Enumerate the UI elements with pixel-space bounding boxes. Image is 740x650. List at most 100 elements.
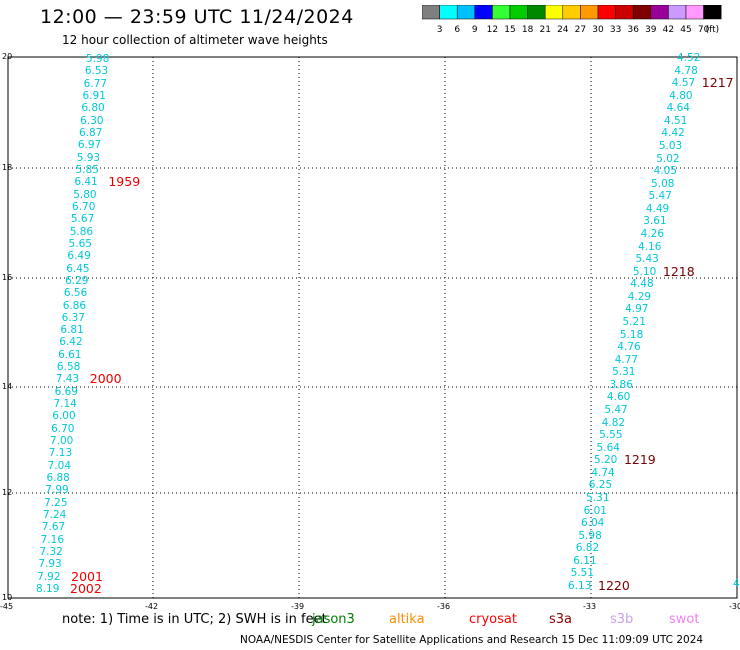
colorbar-label: 45 <box>680 25 691 35</box>
wave-height-label-edge: 4 <box>733 578 740 590</box>
wave-height-label: 7.13 <box>48 447 73 460</box>
wave-height-label: 6.13 <box>568 580 592 592</box>
satellite-legend-jason3: jason3 <box>312 612 355 627</box>
wave-height-label: 5.47 <box>604 404 628 416</box>
wave-height-label: 7.92 <box>37 570 61 583</box>
colorbar-label: 9 <box>472 25 478 35</box>
x-tick-label: -36 <box>437 602 451 611</box>
y-tick-label: 10 <box>2 593 13 602</box>
wave-height-label: 5.08 <box>651 177 675 190</box>
satellite-legend-swot: swot <box>669 612 700 627</box>
wave-height-label: 6.30 <box>80 114 104 127</box>
map-frame <box>7 56 738 599</box>
wave-height-label: 3.86 <box>609 378 633 391</box>
wave-height-label: 4.57 <box>671 77 696 90</box>
colorbar-label: 18 <box>522 25 534 35</box>
wave-height-label: 5.80 <box>73 188 97 201</box>
hour-marker-label: 2002 <box>70 581 102 596</box>
wave-height-label: 6.91 <box>82 89 106 102</box>
wave-height-label: 5.98 <box>578 529 602 542</box>
wave-height-label: 5.85 <box>75 163 99 176</box>
wave-height-label: 5.02 <box>656 152 680 165</box>
colorbar-label: 70 <box>698 25 710 35</box>
wave-height-label: 7.14 <box>53 398 77 411</box>
wave-height-label: 4.97 <box>625 303 649 316</box>
wave-height-label: 4.80 <box>669 89 693 102</box>
wave-height-label: 6.61 <box>58 348 82 361</box>
wave-height-label: 4.42 <box>661 127 685 140</box>
colorbar-swatch <box>703 5 722 20</box>
wave-height-label: 4.51 <box>664 114 688 127</box>
wave-height-label: 6.86 <box>62 299 87 312</box>
wave-height-label: 5.86 <box>69 225 94 238</box>
wave-height-label: 5.67 <box>70 213 95 226</box>
wave-height-label: 5.43 <box>635 253 659 266</box>
wave-height-label: 7.43 <box>55 373 80 386</box>
wave-height-label: 4.74 <box>591 466 615 479</box>
wave-height-label: 6.70 <box>72 200 96 213</box>
wave-height-label: 4.77 <box>614 353 639 366</box>
wave-height-label: 6.11 <box>573 554 597 567</box>
wave-height-label: 5.98 <box>86 53 110 65</box>
wave-height-label: 6.77 <box>83 77 108 90</box>
colorbar-label: 12 <box>487 25 498 35</box>
wave-height-label: 4.29 <box>627 290 652 303</box>
colorbar-label: 30 <box>592 25 604 35</box>
wave-height-label: 4.52 <box>677 52 701 64</box>
wave-height-label: 4.49 <box>645 202 670 215</box>
x-tick-label: -39 <box>291 602 305 611</box>
wave-height-label: 4.26 <box>640 228 665 240</box>
wave-height-label: 6.81 <box>60 324 84 337</box>
colorbar-label: 36 <box>627 25 639 35</box>
wave-height-label: 7.93 <box>38 558 62 571</box>
wave-height-label: 6.01 <box>583 504 607 517</box>
wave-height-label: 5.65 <box>68 237 92 250</box>
colorbar-label: 42 <box>663 25 674 35</box>
wave-height-colorbar: 3 6 9 12 15 18 21 24 27 30 33 36 39 42 45 70(ft) <box>422 5 722 35</box>
satellite-legend-s3a: s3a <box>549 612 573 627</box>
satellite-legend-s3b: s3b <box>610 612 634 627</box>
colorbar-label: 33 <box>610 25 621 35</box>
wave-height-label: 5.64 <box>596 441 620 454</box>
wave-height-label: 5.18 <box>619 328 644 341</box>
hour-marker-label: 1220 <box>598 578 630 593</box>
wave-height-label: 4.64 <box>666 102 690 115</box>
wave-height-label: 6.97 <box>77 139 102 152</box>
wave-height-label: 6.80 <box>81 102 105 115</box>
credit-line: NOAA/NESDIS Center for Satellite Applica… <box>240 634 704 646</box>
colorbar-label: 24 <box>557 25 569 35</box>
wave-height-label: 4.05 <box>653 165 678 178</box>
x-tick-label: -42 <box>145 602 159 611</box>
map-subtitle: 12 hour collection of altimeter wave hei… <box>62 33 328 47</box>
hour-marker-label: 1959 <box>108 174 141 190</box>
map-title: 12:00 — 23:59 UTC 11/24/2024 <box>40 6 354 28</box>
wave-height-label: 8.19 <box>36 583 60 595</box>
hour-marker-label: 2000 <box>89 371 122 387</box>
footnote: note: 1) Time is in UTC; 2) SWH is in fe… <box>62 612 327 627</box>
wave-height-label: 7.00 <box>49 435 74 448</box>
wave-height-label: 6.49 <box>67 250 91 263</box>
wave-height-label: 5.20 <box>593 454 618 467</box>
y-tick-label: 18 <box>2 163 13 172</box>
wave-height-label: 7.04 <box>47 459 72 472</box>
colorbar-label: 3 <box>437 25 443 35</box>
wave-height-label: 4.16 <box>638 240 662 253</box>
wave-height-label: 6.42 <box>59 336 83 349</box>
satellite-legend-altika: altika <box>389 612 425 627</box>
wave-height-label: 3.61 <box>643 215 667 228</box>
y-tick-label: 14 <box>2 382 13 391</box>
wave-height-label: 5.21 <box>622 316 646 328</box>
colorbar-label: (ft) <box>706 25 720 35</box>
wave-height-label: 6.53 <box>84 65 109 78</box>
colorbar-label: 39 <box>645 25 657 35</box>
x-tick-label: -30 <box>729 602 740 611</box>
x-tick-label: -45 <box>0 602 14 611</box>
wave-height-label: 4.48 <box>630 278 654 291</box>
wave-height-label: 5.31 <box>612 366 636 379</box>
wave-height-label: 7.67 <box>41 521 66 534</box>
wave-height-label: 7.24 <box>42 509 67 522</box>
wave-height-label: 6.56 <box>63 287 88 300</box>
wave-height-label: 4.78 <box>674 64 698 77</box>
wave-height-label: 6.45 <box>66 262 90 275</box>
